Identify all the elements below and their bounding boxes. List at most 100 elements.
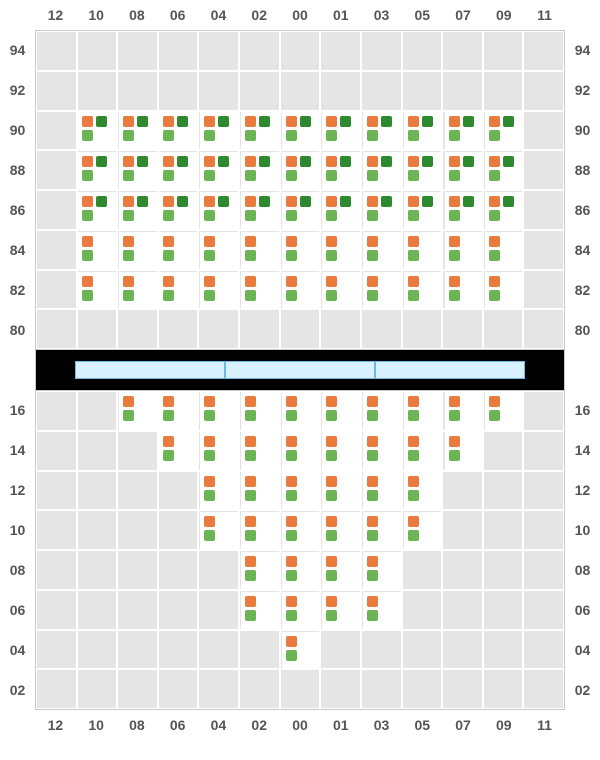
seat[interactable] bbox=[404, 112, 443, 150]
seat[interactable] bbox=[119, 392, 158, 430]
seat[interactable] bbox=[363, 272, 402, 310]
seat[interactable] bbox=[322, 112, 361, 150]
seat[interactable] bbox=[159, 112, 198, 150]
status-box bbox=[123, 396, 134, 407]
seat[interactable] bbox=[404, 512, 443, 550]
seat[interactable] bbox=[485, 152, 524, 190]
seat[interactable] bbox=[159, 272, 198, 310]
seat[interactable] bbox=[241, 432, 280, 470]
seat[interactable] bbox=[322, 232, 361, 270]
seat[interactable] bbox=[159, 392, 198, 430]
seat[interactable] bbox=[78, 272, 117, 310]
seat[interactable] bbox=[282, 432, 321, 470]
seat[interactable] bbox=[404, 392, 443, 430]
seat[interactable] bbox=[241, 272, 280, 310]
row-label: 04 bbox=[0, 630, 35, 670]
seat[interactable] bbox=[282, 272, 321, 310]
seat[interactable] bbox=[200, 192, 239, 230]
seat[interactable] bbox=[200, 392, 239, 430]
seat[interactable] bbox=[363, 392, 402, 430]
seat[interactable] bbox=[200, 472, 239, 510]
seat[interactable] bbox=[200, 112, 239, 150]
seat[interactable] bbox=[363, 552, 402, 590]
seat[interactable] bbox=[322, 432, 361, 470]
seat[interactable] bbox=[404, 192, 443, 230]
seat[interactable] bbox=[363, 232, 402, 270]
seat[interactable] bbox=[363, 432, 402, 470]
seat[interactable] bbox=[119, 272, 158, 310]
seat[interactable] bbox=[282, 632, 321, 670]
seat[interactable] bbox=[445, 392, 484, 430]
seat[interactable] bbox=[404, 232, 443, 270]
seat[interactable] bbox=[322, 392, 361, 430]
seat[interactable] bbox=[159, 192, 198, 230]
seat[interactable] bbox=[404, 272, 443, 310]
seat[interactable] bbox=[485, 392, 524, 430]
seat[interactable] bbox=[322, 472, 361, 510]
seat[interactable] bbox=[363, 112, 402, 150]
seat[interactable] bbox=[363, 512, 402, 550]
seat[interactable] bbox=[159, 152, 198, 190]
seat[interactable] bbox=[241, 112, 280, 150]
seat[interactable] bbox=[485, 272, 524, 310]
seat[interactable] bbox=[485, 112, 524, 150]
seat[interactable] bbox=[241, 592, 280, 630]
seat[interactable] bbox=[119, 232, 158, 270]
seat[interactable] bbox=[282, 472, 321, 510]
seat[interactable] bbox=[363, 592, 402, 630]
status-box bbox=[326, 156, 337, 167]
row-label: 06 bbox=[565, 590, 600, 630]
seat[interactable] bbox=[282, 112, 321, 150]
seat[interactable] bbox=[282, 592, 321, 630]
seat[interactable] bbox=[241, 472, 280, 510]
seat[interactable] bbox=[241, 232, 280, 270]
seat[interactable] bbox=[363, 472, 402, 510]
seat[interactable] bbox=[78, 232, 117, 270]
seat[interactable] bbox=[282, 192, 321, 230]
seat[interactable] bbox=[159, 232, 198, 270]
seat[interactable] bbox=[445, 432, 484, 470]
seat[interactable] bbox=[200, 232, 239, 270]
seat[interactable] bbox=[322, 272, 361, 310]
seat[interactable] bbox=[445, 192, 484, 230]
seat[interactable] bbox=[363, 192, 402, 230]
seat[interactable] bbox=[282, 512, 321, 550]
seat[interactable] bbox=[78, 192, 117, 230]
seat[interactable] bbox=[322, 192, 361, 230]
seat[interactable] bbox=[322, 592, 361, 630]
seat[interactable] bbox=[282, 152, 321, 190]
seat[interactable] bbox=[241, 192, 280, 230]
seat[interactable] bbox=[241, 392, 280, 430]
seat[interactable] bbox=[200, 272, 239, 310]
seat[interactable] bbox=[200, 152, 239, 190]
seat[interactable] bbox=[445, 152, 484, 190]
seat[interactable] bbox=[485, 192, 524, 230]
seat[interactable] bbox=[322, 552, 361, 590]
seat[interactable] bbox=[119, 192, 158, 230]
seat[interactable] bbox=[119, 112, 158, 150]
seat[interactable] bbox=[445, 272, 484, 310]
seat[interactable] bbox=[200, 512, 239, 550]
seat[interactable] bbox=[159, 432, 198, 470]
seat[interactable] bbox=[404, 472, 443, 510]
seat[interactable] bbox=[241, 552, 280, 590]
seat[interactable] bbox=[78, 112, 117, 150]
seat[interactable] bbox=[485, 232, 524, 270]
seat[interactable] bbox=[282, 232, 321, 270]
seat[interactable] bbox=[282, 392, 321, 430]
row-label: 16 bbox=[565, 390, 600, 430]
seat[interactable] bbox=[241, 152, 280, 190]
seat[interactable] bbox=[78, 152, 117, 190]
seat[interactable] bbox=[404, 152, 443, 190]
seat[interactable] bbox=[322, 512, 361, 550]
seat[interactable] bbox=[363, 152, 402, 190]
seat[interactable] bbox=[445, 232, 484, 270]
seat[interactable] bbox=[200, 432, 239, 470]
seat[interactable] bbox=[445, 112, 484, 150]
seat[interactable] bbox=[322, 152, 361, 190]
seat[interactable] bbox=[241, 512, 280, 550]
seat[interactable] bbox=[282, 552, 321, 590]
row-label: 90 bbox=[0, 110, 35, 150]
seat[interactable] bbox=[404, 432, 443, 470]
seat[interactable] bbox=[119, 152, 158, 190]
